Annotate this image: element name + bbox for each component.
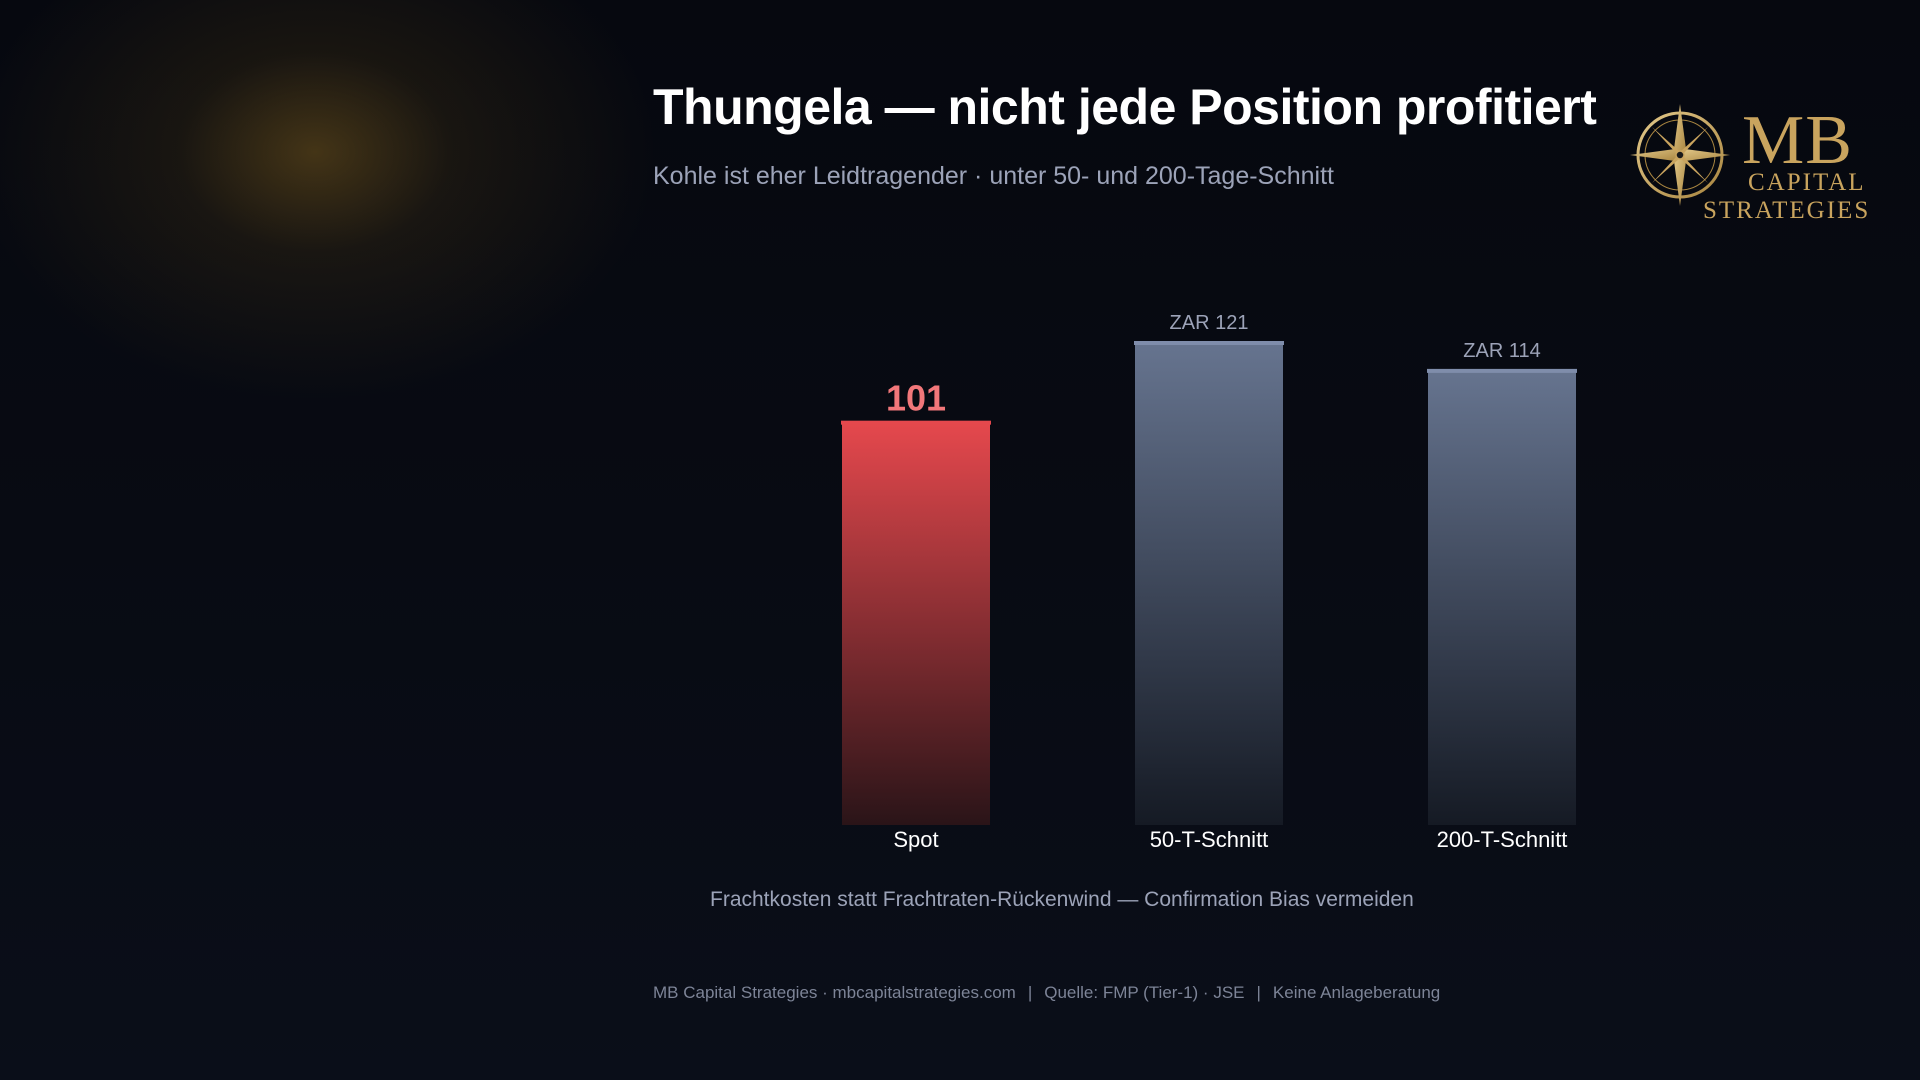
footer-separator: | (1256, 983, 1261, 1002)
bar-spot (842, 422, 990, 825)
bar-cap (841, 420, 991, 425)
logo-mb-text: MB (1742, 102, 1853, 179)
chart-note: Frachtkosten statt Frachtraten-Rückenwin… (710, 888, 1414, 911)
footer: MB Capital Strategies · mbcapitalstrateg… (653, 983, 1440, 1003)
bar-cap (1427, 368, 1577, 373)
bar-cap (1134, 341, 1284, 345)
bar-50-t-schnitt (1135, 343, 1283, 825)
footer-disclaimer: Keine Anlageberatung (1272, 983, 1441, 1002)
logo-strategies-text: STRATEGIES (1703, 197, 1871, 224)
bar-200-t-schnitt (1428, 370, 1576, 825)
page-subtitle: Kohle ist eher Leidtragender · unter 50-… (653, 162, 1334, 190)
category-label: 200-T-Schnitt (1437, 827, 1568, 852)
footer-source: Quelle: FMP (Tier-1) · JSE (1044, 983, 1245, 1002)
value-label: ZAR 121 (1170, 312, 1249, 334)
category-label: 50-T-Schnitt (1150, 827, 1269, 852)
value-label: 101 (886, 378, 946, 419)
brand-logo: MB CAPITAL STRATEGIES (1630, 100, 1868, 230)
category-label: Spot (893, 827, 938, 852)
value-label: ZAR 114 (1463, 340, 1540, 362)
logo-capital-text: CAPITAL (1748, 169, 1866, 196)
compass-rose-icon (1630, 104, 1730, 206)
footer-separator: | (1027, 983, 1033, 1002)
page-title: Thungela — nicht jede Position profitier… (653, 79, 1597, 135)
footer-brand: MB Capital Strategies · mbcapitalstrateg… (653, 983, 1016, 1002)
